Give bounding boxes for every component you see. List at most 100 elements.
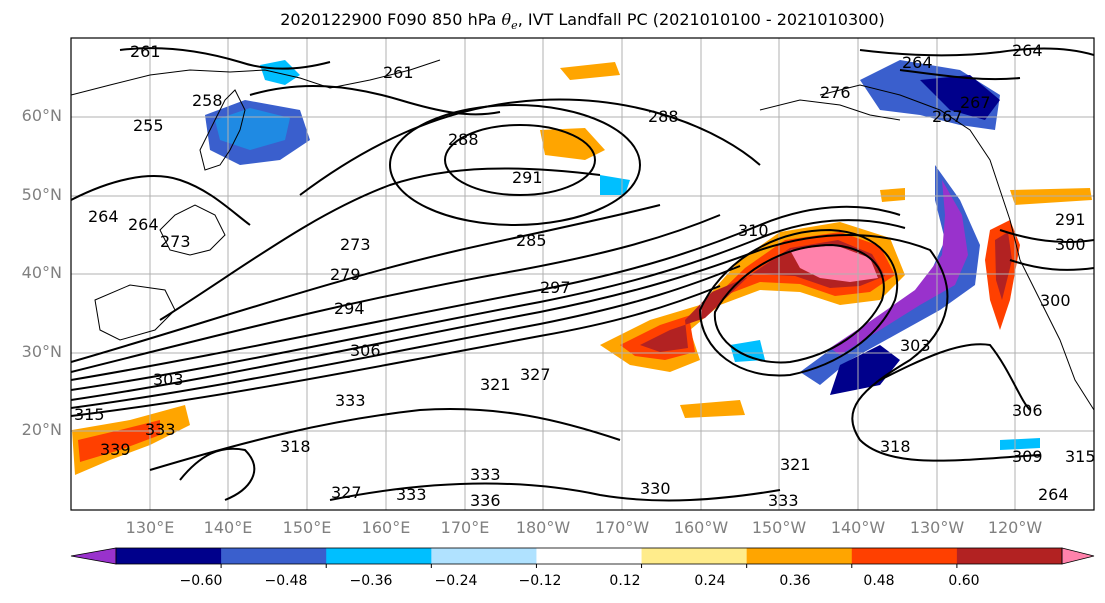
contour-label: 273 <box>160 232 191 251</box>
contour-loop-2 <box>713 243 885 364</box>
map-title: 2020122900 F090 850 hPa θe, IVT Landfall… <box>0 10 1105 32</box>
contour-band-8 <box>159 167 601 321</box>
contour-label: 264 <box>128 215 159 234</box>
contour-label: 333 <box>768 491 799 510</box>
coast-japan <box>94 284 176 341</box>
contour-label: 309 <box>1012 447 1043 466</box>
contour-label: 288 <box>648 107 679 126</box>
contour-label: 333 <box>470 465 501 484</box>
contour-label: 255 <box>133 116 164 135</box>
shade-neg-sub <box>1000 438 1040 450</box>
lon-label: 150°E <box>282 518 332 537</box>
contour-label: 264 <box>902 53 933 72</box>
lon-label: 140°E <box>203 518 253 537</box>
contour-nw-2 <box>119 47 331 70</box>
colorbar-segment <box>326 548 432 564</box>
colorbar-extend-low <box>70 547 117 565</box>
shade-neg-kamchatka-inner <box>215 108 290 150</box>
colorbar-outline <box>115 547 1063 565</box>
contour-label: 297 <box>540 278 571 297</box>
lon-label: 140°W <box>830 518 886 537</box>
colorbar-tick-label: 0.60 <box>948 573 980 589</box>
contour-label: 261 <box>130 42 161 61</box>
contour-label: 315 <box>74 405 105 424</box>
contour-label: 291 <box>512 168 543 187</box>
contour-ne-2 <box>899 69 1021 81</box>
contour-label: 267 <box>960 93 991 112</box>
contour-east-1 <box>759 234 1041 462</box>
contour-nw-1 <box>71 175 251 226</box>
contour-band-2 <box>71 219 906 391</box>
lon-label: 180°W <box>515 518 571 537</box>
contour-label: 300 <box>1055 235 1086 254</box>
contour-label: 339 <box>100 440 131 459</box>
lon-label: 160°W <box>673 518 729 537</box>
contour-label: 300 <box>1040 291 1071 310</box>
graticule <box>71 38 1094 510</box>
title-theta: θ <box>501 10 512 29</box>
shade-pos-n-pac <box>540 128 605 160</box>
colorbar <box>70 547 1095 568</box>
contour-label: 303 <box>153 370 184 389</box>
contour-285 <box>299 98 761 196</box>
lon-label: 150°W <box>751 518 807 537</box>
contour-label: 264 <box>1038 485 1069 504</box>
shade-neg-ne-pac <box>830 345 900 395</box>
colorbar-extend-high <box>1061 547 1095 565</box>
shade-pos-core <box>790 245 878 282</box>
contour-label: 315 <box>1065 447 1096 466</box>
colorbar-tick-label: −0.12 <box>518 573 562 589</box>
shade-pos-n-small <box>560 62 620 80</box>
contour-band-7 <box>71 204 661 363</box>
colorbar-tick-label: −0.24 <box>434 573 478 589</box>
colorbar-tick-label: −0.48 <box>264 573 308 589</box>
coastlines <box>71 59 1094 411</box>
coast-siberia <box>71 59 441 96</box>
contour-label: 318 <box>880 437 911 456</box>
contour-band-4 <box>71 265 741 409</box>
theta-e-contours <box>71 47 1094 502</box>
contour-label: 276 <box>820 83 851 102</box>
contour-ne-3 <box>999 229 1094 243</box>
contour-band-1 <box>71 205 901 381</box>
contour-label: 327 <box>331 483 362 502</box>
contour-label: 288 <box>448 130 479 149</box>
contour-band-5 <box>71 285 721 417</box>
contour-label: 267 <box>932 107 963 126</box>
shade-pos-small2 <box>680 400 745 418</box>
colorbar-tick-label: 0.12 <box>609 573 641 589</box>
coast-sakhalin <box>159 204 226 256</box>
contour-ne-1 <box>859 47 1094 57</box>
shade-neg-small3 <box>730 340 765 362</box>
lat-label: 30°N <box>21 342 62 361</box>
contour-ne-4 <box>1009 259 1094 271</box>
contour-label: 306 <box>1012 401 1043 420</box>
contour-label: 264 <box>1012 41 1043 60</box>
contour-label: 264 <box>88 207 119 226</box>
lat-label: 20°N <box>21 420 62 439</box>
contour-label: 258 <box>192 91 223 110</box>
contour-band-6 <box>71 214 721 373</box>
contour-south-2 <box>329 482 781 502</box>
colorbar-tick-label: 0.24 <box>694 573 726 589</box>
contour-labels: 261 261 264 264 258 255 267 273 288 291 … <box>74 41 1096 510</box>
colorbar-tick-label: 0.48 <box>863 573 895 589</box>
contour-label: 306 <box>350 341 381 360</box>
contour-loop-1 <box>698 228 899 377</box>
contour-label: 310 <box>738 221 769 240</box>
colorbar-tick-label: 0.36 <box>779 573 811 589</box>
contour-label: 327 <box>520 365 551 384</box>
colorbar-segment <box>641 548 748 564</box>
contour-label: 333 <box>396 485 427 504</box>
shade-pos-small1 <box>880 188 905 202</box>
contour-label: 261 <box>383 63 414 82</box>
lat-label: 40°N <box>21 263 62 282</box>
contour-south-eddy <box>179 447 256 501</box>
contour-nw-3 <box>249 84 501 116</box>
contour-label: 321 <box>780 455 811 474</box>
contour-label: 273 <box>340 235 371 254</box>
lat-label: 60°N <box>21 106 62 125</box>
title-suffix: , IVT Landfall PC (2021010100 - 20210103… <box>517 10 885 29</box>
coast-north-america <box>819 84 1094 411</box>
